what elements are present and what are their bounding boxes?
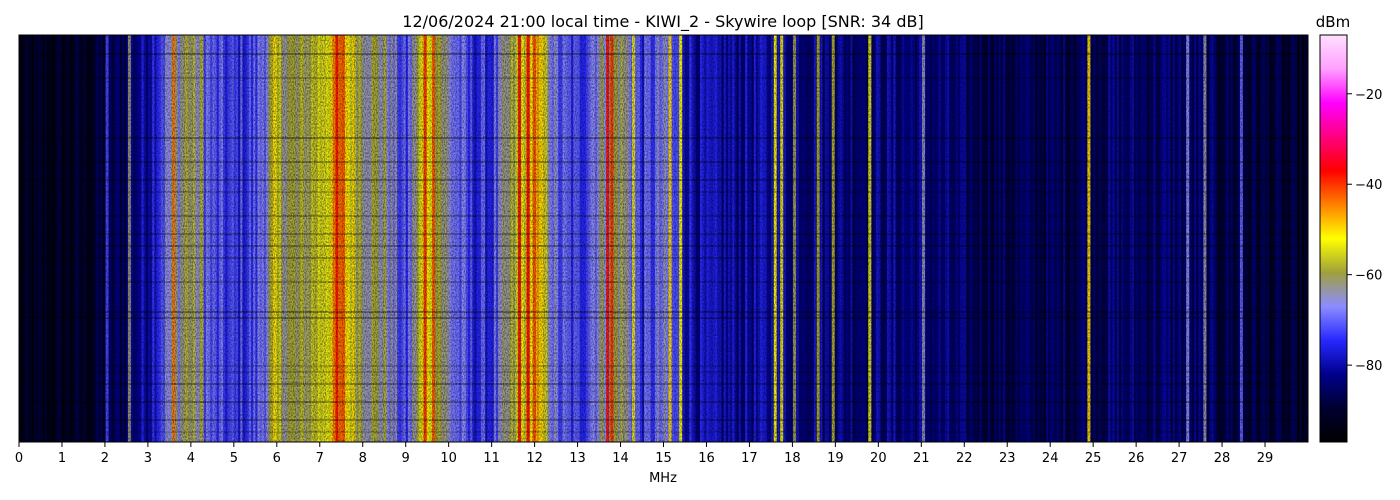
x-tick-label: 13	[569, 451, 586, 466]
x-axis: 0 1 2 3 4 5 6 7 8 9 10 11 12 13 14 15 16 17 18 19 20 21 22 23 24…	[15, 442, 1273, 466]
x-tick-label: 29	[1257, 451, 1274, 466]
colorbar: dBm −20 −40 −60 −80	[1316, 13, 1382, 443]
colorbar-tick-label: −80	[1355, 359, 1382, 374]
x-tick-label: 14	[612, 451, 629, 466]
x-tick-label: 0	[15, 451, 23, 466]
x-tick-label: 27	[1171, 451, 1188, 466]
x-tick-label: 3	[144, 451, 152, 466]
x-tick-label: 26	[1128, 451, 1145, 466]
x-axis-label: MHz	[649, 471, 677, 486]
x-tick-label: 11	[483, 451, 500, 466]
x-tick-label: 21	[913, 451, 930, 466]
x-tick-label: 7	[316, 451, 324, 466]
x-tick-label: 18	[784, 451, 801, 466]
x-tick-label: 10	[440, 451, 457, 466]
colorbar-tick-label: −40	[1355, 178, 1382, 193]
x-tick-label: 22	[956, 451, 973, 466]
x-tick-label: 19	[827, 451, 844, 466]
x-tick-label: 20	[870, 451, 887, 466]
x-tick-label: 17	[741, 451, 758, 466]
x-tick-label: 6	[273, 451, 281, 466]
x-tick-label: 12	[526, 451, 543, 466]
colorbar-tick-label: −20	[1355, 88, 1382, 103]
colorbar-ticks: −20 −40 −60 −80	[1347, 88, 1382, 374]
colorbar-label: dBm	[1316, 13, 1350, 31]
colorbar-tick-label: −60	[1355, 269, 1382, 284]
x-tick-label: 16	[698, 451, 715, 466]
x-tick-label: 23	[999, 451, 1016, 466]
x-tick-label: 9	[402, 451, 410, 466]
x-tick-label: 5	[230, 451, 238, 466]
x-tick-label: 15	[655, 451, 672, 466]
x-tick-label: 1	[58, 451, 66, 466]
chart-title: 12/06/2024 21:00 local time - KIWI_2 - S…	[402, 12, 923, 32]
texture-overlay	[19, 35, 1308, 442]
x-tick-label: 4	[187, 451, 195, 466]
colorbar-gradient	[1319, 34, 1348, 443]
x-tick-label: 8	[359, 451, 367, 466]
x-tick-label: 25	[1085, 451, 1102, 466]
x-tick-label: 24	[1042, 451, 1059, 466]
plot-area	[18, 34, 1309, 443]
x-tick-label: 28	[1214, 451, 1231, 466]
x-tick-label: 2	[101, 451, 109, 466]
